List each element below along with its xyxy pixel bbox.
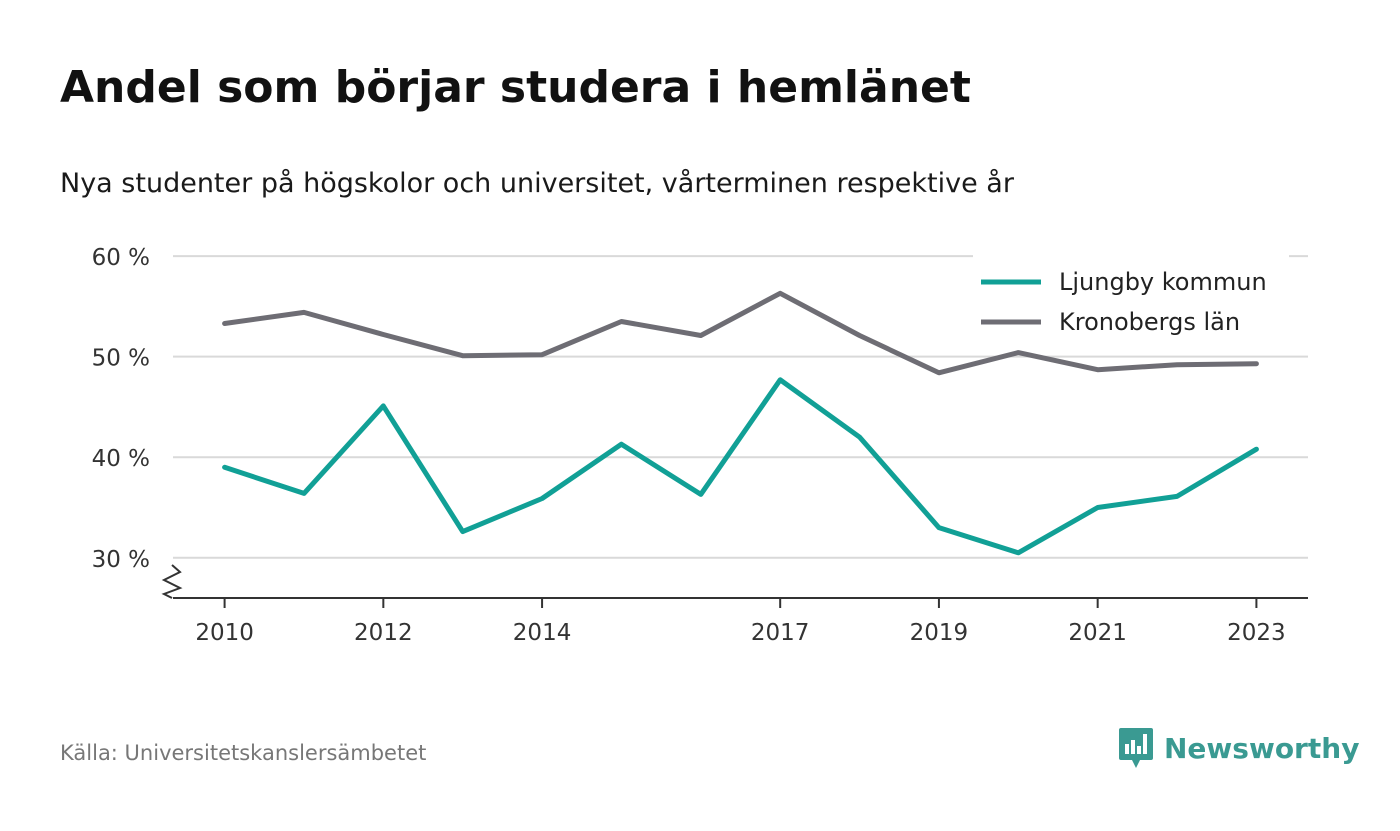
axis-break-icon: [161, 564, 183, 599]
series-line-kronobergs-l-n: [222, 290, 1259, 376]
brand-name: Newsworthy: [1164, 731, 1360, 765]
x-tick-label: 2021: [1068, 620, 1127, 646]
y-tick-label: 60 %: [92, 245, 150, 271]
x-tick-label: 2014: [513, 620, 572, 646]
x-tick-label: 2012: [354, 620, 413, 646]
newsworthy-logo-icon: [1119, 728, 1153, 768]
series-line-ljungby-kommun: [222, 377, 1259, 556]
y-tick-label: 30 %: [92, 547, 150, 573]
legend-label: Kronobergs län: [1059, 308, 1240, 336]
x-tick-label: 2017: [751, 620, 810, 646]
y-tick-label: 50 %: [92, 346, 150, 372]
x-tick-label: 2019: [910, 620, 969, 646]
brand-logo[interactable]: Newsworthy: [1118, 726, 1359, 770]
source-note: Källa: Universitetskanslersämbetet: [60, 741, 427, 765]
legend-label: Ljungby kommun: [1059, 268, 1267, 296]
x-tick-label: 2023: [1227, 620, 1286, 646]
x-tick-label: 2010: [195, 620, 254, 646]
chart-subtitle: Nya studenter på högskolor och universit…: [60, 168, 1014, 199]
line-chart: 30 % 40 % 50 % 60 % 2010 2012 2014 2017 2019 2021…: [91, 245, 1308, 646]
chart-title: Andel som börjar studera i hemlänet: [60, 62, 971, 113]
y-tick-label: 40 %: [92, 446, 150, 472]
